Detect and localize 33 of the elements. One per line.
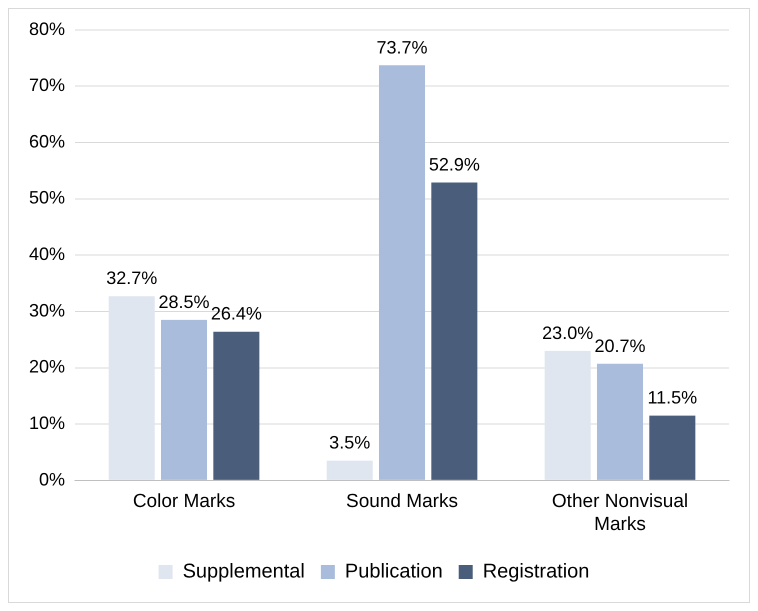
y-tick-label: 60%	[28, 131, 66, 152]
data-label: 28.5%	[158, 292, 210, 312]
legend-label: Publication	[344, 560, 443, 583]
bar	[161, 320, 208, 480]
x-tick-label: Color Marks	[132, 491, 236, 512]
data-label: 20.7%	[594, 336, 646, 356]
bar	[108, 296, 155, 480]
y-tick-label: 0%	[39, 469, 66, 490]
data-label: 32.7%	[106, 268, 158, 288]
y-tick-label: 20%	[28, 356, 66, 377]
x-tick-label: Sound Marks	[346, 491, 458, 512]
y-tick-label: 40%	[28, 244, 66, 264]
y-tick-label: 30%	[28, 300, 66, 320]
data-label: 3.5%	[329, 432, 370, 453]
y-tick-label: 10%	[28, 413, 66, 434]
legend-label: Registration	[482, 560, 590, 583]
data-label: 23.0%	[542, 322, 594, 343]
bar	[544, 350, 591, 480]
bar	[326, 460, 373, 480]
y-tick-label: 70%	[28, 75, 66, 96]
y-tick-label: 80%	[28, 18, 66, 39]
bar	[596, 364, 644, 480]
data-label: 52.9%	[428, 154, 480, 174]
bar	[378, 65, 426, 480]
legend-label: Supplemental	[182, 560, 305, 583]
y-tick-label: 50%	[28, 188, 66, 208]
bar	[431, 182, 478, 480]
data-label: 26.4%	[210, 304, 262, 324]
data-label: 11.5%	[647, 388, 698, 408]
bar	[649, 416, 696, 480]
x-tick-label: Other Nonvisual Marks	[552, 491, 688, 535]
bar	[213, 332, 260, 480]
data-label: 73.7%	[376, 37, 428, 58]
